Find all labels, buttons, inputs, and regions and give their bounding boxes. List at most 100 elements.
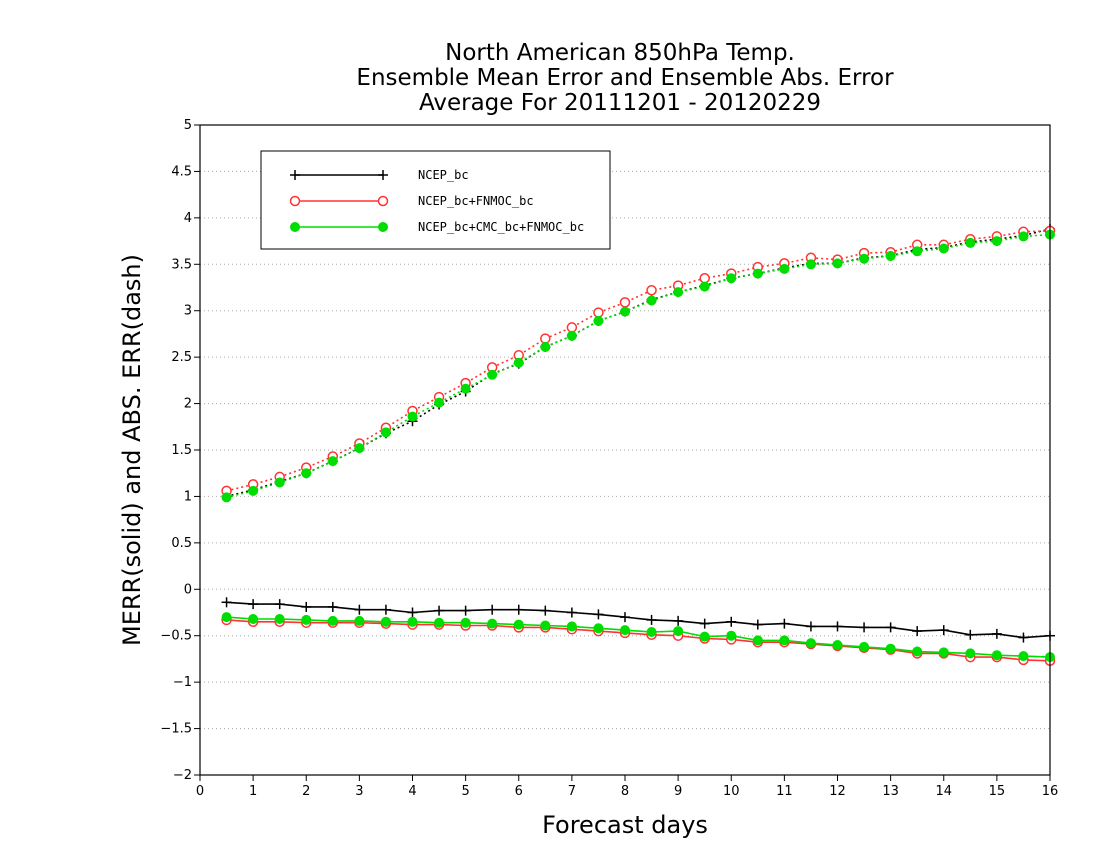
abs-err-point <box>434 397 445 408</box>
plot-series <box>221 224 1056 667</box>
abs-err-point <box>859 253 870 264</box>
merr-point <box>301 614 312 625</box>
x-tick-label: 15 <box>989 784 1006 799</box>
merr-point <box>327 615 338 626</box>
y-tick-label: 3.5 <box>171 257 192 272</box>
merr-point <box>434 605 445 616</box>
merr-point <box>673 626 684 637</box>
y-tick-label: 2.5 <box>171 350 192 365</box>
x-tick-label: 10 <box>723 784 740 799</box>
merr-point <box>221 612 232 623</box>
plot-frame <box>199 124 1051 776</box>
merr-point <box>540 620 551 631</box>
merr-point <box>248 599 259 610</box>
merr-point <box>434 617 445 628</box>
legend-marker <box>289 195 301 207</box>
abs-err-point <box>779 263 790 274</box>
abs-err-point <box>460 383 471 394</box>
y-tick-label: 4 <box>184 211 192 226</box>
y-tick-label: 0.5 <box>171 536 192 551</box>
merr-point <box>752 619 763 630</box>
merr-point <box>938 647 949 658</box>
abs-err-point <box>699 281 710 292</box>
abs-err-point <box>354 443 365 454</box>
abs-err-point <box>938 243 949 254</box>
x-tick-label: 0 <box>196 784 204 799</box>
merr-point <box>513 619 524 630</box>
merr-point <box>354 615 365 626</box>
legend-item: NCEP_bc+CMC_bc+FNMOC_bc <box>290 220 584 234</box>
merr-point <box>965 648 976 659</box>
y-tick-label: 1 <box>184 489 192 504</box>
merr-point <box>726 616 737 627</box>
merr-line <box>226 619 1051 662</box>
merr-point <box>832 640 843 650</box>
legend-item: NCEP_bc <box>290 168 469 182</box>
merr-point <box>938 625 949 636</box>
abs-err-point <box>699 272 710 284</box>
y-tick-label: −0.5 <box>160 629 192 644</box>
y-tick-label: −2 <box>173 768 192 783</box>
merr-point <box>301 601 312 612</box>
series-2 <box>221 225 1056 667</box>
merr-point <box>699 618 710 629</box>
abs-err-point <box>726 273 737 284</box>
merr-point <box>726 630 737 641</box>
abs-err-point <box>407 411 418 422</box>
x-tick-label: 6 <box>515 784 523 799</box>
merr-point <box>885 622 896 633</box>
merr-point <box>354 604 365 615</box>
abs-err-point <box>513 357 524 368</box>
merr-point <box>646 614 657 625</box>
merr-point <box>513 604 524 615</box>
merr-point <box>620 625 630 636</box>
x-tick-label: 7 <box>568 784 576 799</box>
merr-point <box>752 635 763 646</box>
abs-err-point <box>965 237 976 248</box>
legend-marker <box>290 222 300 232</box>
merr-point <box>620 612 630 623</box>
x-axis-label: Forecast days <box>542 811 708 839</box>
abs-err-point <box>885 250 896 261</box>
abs-err-point <box>487 369 498 380</box>
abs-err-point <box>1018 231 1029 242</box>
merr-point <box>1018 632 1029 643</box>
merr-point <box>566 607 577 618</box>
merr-point <box>407 607 418 618</box>
x-tick-label: 3 <box>355 784 363 799</box>
abs-err-point <box>540 333 551 344</box>
merr-point <box>779 618 790 629</box>
merr-point <box>912 626 923 637</box>
abs-err-point <box>248 485 259 496</box>
merr-point <box>779 635 790 646</box>
merr-point <box>248 614 259 624</box>
merr-point <box>805 621 816 632</box>
y-tick-label: 4.5 <box>171 164 192 179</box>
title-line-3: Average For 20111201 - 20120229 <box>419 90 821 116</box>
merr-point <box>460 605 471 616</box>
title-line-1: North American 850hPa Temp. <box>445 40 795 66</box>
abs-err-point <box>380 427 391 438</box>
y-tick-label: −1 <box>173 675 192 690</box>
y-axis-ticks: 5 4.5 4 3.5 3 2.5 2 1.5 1 0.5 0 −0.5 −1 −1.5 −2 <box>160 118 200 783</box>
abs-err-point <box>274 477 285 488</box>
merr-point <box>885 643 896 654</box>
abs-err-point <box>593 307 604 318</box>
merr-point <box>566 621 577 632</box>
merr-point <box>859 641 870 652</box>
abs-err-point <box>832 258 843 269</box>
series-3 <box>221 229 1055 663</box>
legend-marker <box>377 195 389 207</box>
x-tick-label: 11 <box>776 784 793 799</box>
merr-point <box>699 631 710 642</box>
legend-box <box>260 150 611 250</box>
merr-point <box>646 627 657 637</box>
merr-point <box>593 623 604 634</box>
abs-err-point <box>805 259 816 270</box>
merr-point <box>487 618 498 629</box>
merr-point <box>991 628 1002 639</box>
abs-err-point <box>540 341 551 352</box>
abs-err-point <box>221 492 232 503</box>
abs-err-point <box>566 330 577 341</box>
